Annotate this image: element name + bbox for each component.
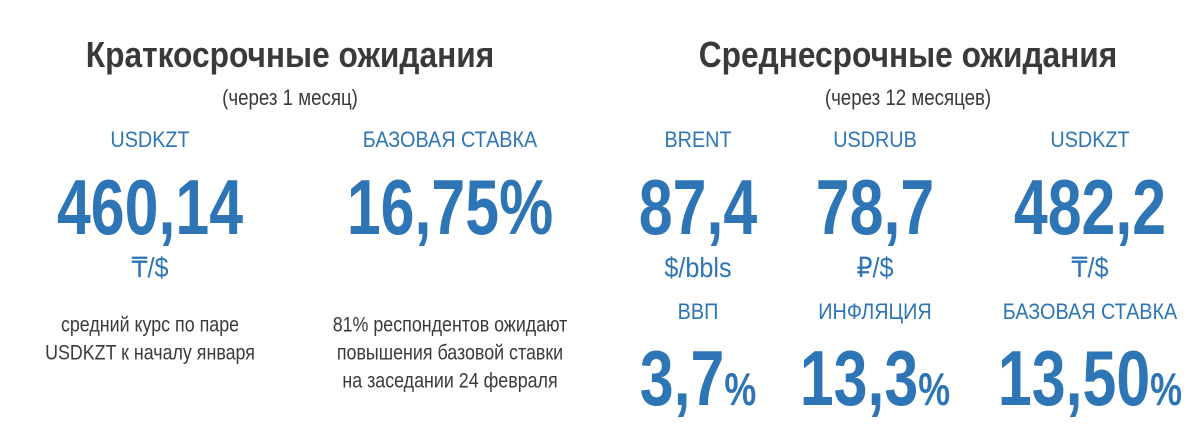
indicator-unit: ₽/$: [856, 252, 894, 283]
value-number: 87,4: [638, 163, 758, 251]
indicator-value: 460,14: [57, 168, 243, 246]
indicator-label: USDKZT: [110, 127, 190, 152]
indicator-value: 3,7%: [640, 339, 756, 417]
indicator-label: USDKZT: [1050, 127, 1130, 152]
indicator-note: USDKZT к началу января: [45, 341, 255, 365]
value-number: 78,7: [815, 163, 935, 251]
indicator-label: БАЗОВАЯ СТАВКА: [1002, 299, 1178, 324]
indicator-value: 78,7: [816, 168, 934, 246]
indicator-value: 87,4: [639, 168, 757, 246]
value-suffix: %: [1150, 363, 1183, 415]
indicator-label: USDRUB: [833, 127, 917, 152]
indicator-label: BRENT: [664, 127, 732, 152]
section-title: Краткосрочные ожидания: [85, 34, 495, 75]
indicator-note: на заседании 24 февраля: [342, 369, 558, 393]
indicator-label: ИНФЛЯЦИЯ: [818, 299, 932, 324]
indicator-unit: $/bbls: [664, 252, 732, 283]
indicator-unit: ₸/$: [131, 252, 169, 283]
indicator-value: 482,2: [1014, 168, 1166, 246]
section-subtitle: (через 1 месяц): [222, 85, 358, 110]
value-number: 16,75%: [346, 163, 554, 251]
section-title: Среднесрочные ожидания: [698, 34, 1118, 75]
value-suffix: %: [918, 363, 951, 415]
value-number: 460,14: [56, 163, 244, 251]
value-number: 13,50: [997, 334, 1151, 422]
indicator-note: 81% респондентов ожидают: [332, 313, 568, 337]
indicator-label: ВВП: [677, 299, 719, 324]
indicator-note: повышения базовой ставки: [336, 341, 564, 365]
value-number: 482,2: [1013, 163, 1167, 251]
section-subtitle: (через 12 месяцев): [824, 85, 992, 110]
indicator-unit: ₸/$: [1071, 252, 1109, 283]
value-number: 3,7: [639, 334, 725, 422]
indicator-value: 13,50%: [998, 339, 1182, 417]
indicator-label: БАЗОВАЯ СТАВКА: [362, 127, 538, 152]
value-number: 13,3: [799, 334, 919, 422]
indicator-note: средний курс по паре: [60, 313, 240, 337]
indicator-value: 13,3%: [800, 339, 950, 417]
indicator-value: 16,75%: [347, 168, 553, 246]
value-suffix: %: [724, 363, 757, 415]
